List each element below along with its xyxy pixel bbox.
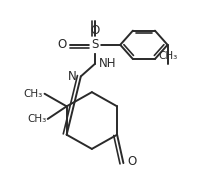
Text: CH₃: CH₃ [24,89,43,99]
Text: NH: NH [99,57,116,70]
Text: O: O [57,38,67,51]
Text: CH₃: CH₃ [27,114,46,124]
Text: O: O [127,155,137,168]
Text: N: N [68,70,77,83]
Text: CH₃: CH₃ [158,51,177,61]
Text: O: O [90,24,100,37]
Text: S: S [91,38,99,51]
